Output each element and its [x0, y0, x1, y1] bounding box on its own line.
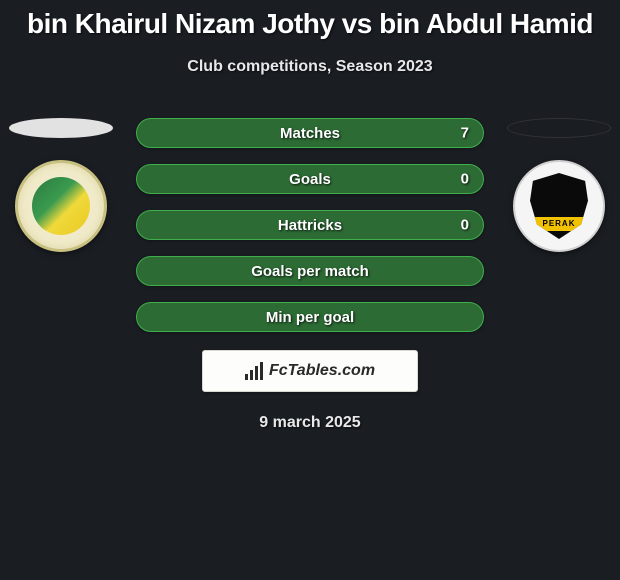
left-player-column	[6, 118, 116, 252]
stat-value-right: 0	[461, 217, 469, 234]
team-crest-left-inner	[32, 177, 90, 235]
shield-icon: PERAK	[530, 173, 588, 239]
bar-chart-icon	[245, 362, 263, 380]
stat-row: Matches 7	[136, 118, 484, 148]
stat-row: Min per goal	[136, 302, 484, 332]
subtitle: Club competitions, Season 2023	[0, 58, 620, 76]
stat-row: Goals per match	[136, 256, 484, 286]
stat-label: Goals	[289, 171, 331, 188]
snapshot-date: 9 march 2025	[0, 414, 620, 432]
team-crest-right[interactable]: PERAK	[513, 160, 605, 252]
page-title: bin Khairul Nizam Jothy vs bin Abdul Ham…	[0, 8, 620, 40]
shield-text: PERAK	[530, 217, 588, 231]
stat-label: Goals per match	[251, 263, 369, 280]
footer-brand-text: FcTables.com	[269, 362, 375, 380]
stat-label: Matches	[280, 125, 340, 142]
player-left-photo-placeholder	[9, 118, 113, 138]
stat-row: Goals 0	[136, 164, 484, 194]
stats-list: Matches 7 Goals 0 Hattricks 0 Goals per match M…	[136, 118, 484, 332]
footer-logo[interactable]: FcTables.com	[202, 350, 418, 392]
team-crest-left[interactable]	[15, 160, 107, 252]
comparison-body: Matches 7 Goals 0 Hattricks 0 Goals per match M…	[0, 118, 620, 332]
stat-label: Hattricks	[278, 217, 342, 234]
stat-row: Hattricks 0	[136, 210, 484, 240]
player-right-photo-placeholder	[507, 118, 611, 138]
stat-value-right: 0	[461, 171, 469, 188]
stat-label: Min per goal	[266, 309, 354, 326]
right-player-column: PERAK	[504, 118, 614, 252]
stat-value-right: 7	[461, 125, 469, 142]
comparison-widget: bin Khairul Nizam Jothy vs bin Abdul Ham…	[0, 0, 620, 580]
